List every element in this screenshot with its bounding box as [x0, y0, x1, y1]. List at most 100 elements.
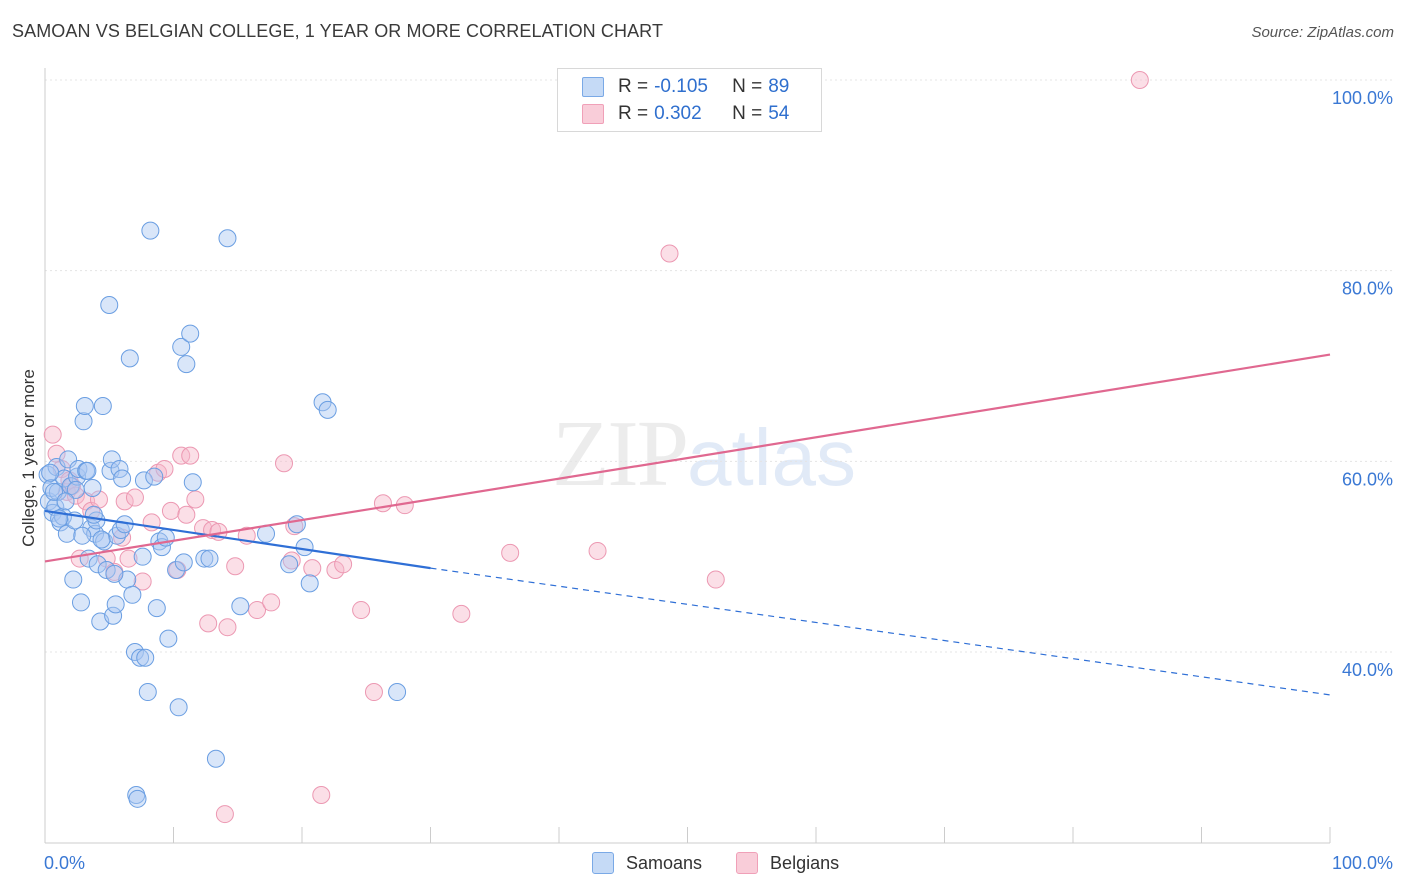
data-points	[38, 71, 1149, 824]
samoans-point	[206, 749, 225, 768]
samoans-point	[64, 570, 83, 589]
n-label: N =	[732, 76, 763, 97]
tick-labels: 40.0% 60.0% 80.0% 100.0% 0.0% 100.0% College, …	[19, 88, 1393, 873]
belgians-point	[303, 559, 322, 578]
watermark: ZIPatlas	[552, 400, 856, 508]
samoans-point	[78, 461, 97, 480]
belgians-point	[248, 601, 267, 620]
belgians-point	[588, 541, 607, 560]
legend-item-samoans[interactable]: Samoans	[592, 852, 702, 874]
legend-row-samoans: R = -0.105 N = 89	[582, 75, 789, 99]
axes	[44, 68, 1331, 844]
samoans-point	[147, 599, 166, 618]
belgians-point	[660, 244, 679, 263]
belgians-point	[161, 501, 180, 520]
x-tick-label: 100.0%	[1332, 853, 1393, 873]
y-tick-label: 80.0%	[1342, 279, 1393, 299]
belgians-point	[1130, 71, 1149, 89]
belgians-point	[181, 446, 200, 465]
r-label: R =	[618, 76, 649, 97]
samoans-point	[38, 465, 57, 484]
samoans-point	[41, 463, 60, 482]
samoans-point	[195, 549, 214, 568]
samoans-point	[159, 629, 178, 648]
samoans-swatch	[582, 77, 604, 97]
trend-lines	[44, 353, 1331, 696]
samoans-point	[84, 505, 103, 524]
n-label: N =	[732, 103, 763, 124]
belgians-trend-line	[44, 353, 1331, 563]
belgians-point	[186, 490, 205, 509]
samoans-point	[57, 524, 76, 543]
belgians-point	[364, 683, 383, 702]
stats-legend: R = -0.105 N = 89 R = 0.302 N = 54	[557, 68, 822, 132]
samoans-point	[66, 480, 85, 499]
belgians-point	[133, 572, 152, 591]
samoans-point	[44, 482, 63, 501]
n-value: 54	[768, 103, 790, 124]
samoans-point	[177, 355, 196, 374]
samoans-trend-extension	[430, 567, 1331, 696]
samoans-point	[92, 530, 111, 549]
belgians-point	[262, 593, 281, 612]
samoans-point	[167, 561, 186, 580]
samoans-point	[138, 683, 157, 702]
samoans-point	[93, 397, 112, 416]
samoans-point	[388, 683, 407, 702]
samoans-point	[56, 492, 75, 511]
watermark-atlas: atlas	[687, 413, 856, 502]
samoans-point	[104, 606, 123, 625]
samoans-point	[123, 585, 142, 604]
belgians-point	[452, 604, 471, 623]
belgians-legend-label: Belgians	[770, 852, 840, 873]
samoans-point	[131, 648, 150, 667]
samoans-point	[183, 473, 202, 492]
samoans-legend-swatch	[592, 852, 614, 874]
samoans-point	[145, 467, 164, 486]
samoans-point	[74, 412, 93, 431]
samoans-point	[73, 526, 92, 545]
samoans-point	[88, 555, 107, 574]
belgians-point	[312, 786, 331, 804]
samoans-point	[300, 574, 319, 593]
samoans-point	[181, 324, 200, 343]
x-tick-label: 0.0%	[44, 853, 85, 873]
source-label: Source: ZipAtlas.com	[1251, 24, 1394, 41]
samoans-point	[280, 555, 299, 574]
belgians-point	[66, 486, 85, 505]
belgians-point	[43, 425, 62, 444]
samoans-point	[200, 549, 219, 568]
belgians-point	[275, 454, 294, 473]
series-legend: Samoans Belgians	[592, 852, 873, 874]
samoans-point	[295, 538, 314, 557]
belgians-swatch	[582, 104, 604, 124]
belgians-point	[199, 614, 218, 633]
r-value: 0.302	[654, 103, 702, 124]
samoans-point	[218, 229, 237, 248]
belgians-point	[226, 557, 245, 576]
n-value: 89	[768, 76, 790, 97]
belgians-point	[177, 505, 196, 524]
samoans-point	[102, 450, 121, 469]
belgians-point	[501, 543, 520, 562]
belgians-point	[155, 459, 174, 478]
belgians-point	[115, 492, 134, 511]
grid	[45, 79, 1392, 653]
samoans-point	[172, 337, 191, 356]
samoans-trend-line	[44, 509, 431, 570]
samoans-point	[133, 547, 152, 566]
chart-title: SAMOAN VS BELGIAN COLLEGE, 1 YEAR OR MOR…	[12, 21, 664, 41]
samoans-point	[83, 479, 102, 498]
samoans-point	[318, 400, 337, 419]
belgians-point	[218, 618, 237, 637]
samoans-point	[113, 469, 132, 488]
samoans-point	[75, 397, 94, 416]
samoans-point	[68, 467, 87, 486]
y-tick-label: 40.0%	[1342, 660, 1393, 680]
samoans-legend-label: Samoans	[626, 852, 703, 873]
samoans-point	[69, 459, 88, 478]
r-label: R =	[618, 103, 649, 124]
legend-item-belgians[interactable]: Belgians	[736, 852, 839, 874]
r-value: -0.105	[654, 76, 708, 97]
